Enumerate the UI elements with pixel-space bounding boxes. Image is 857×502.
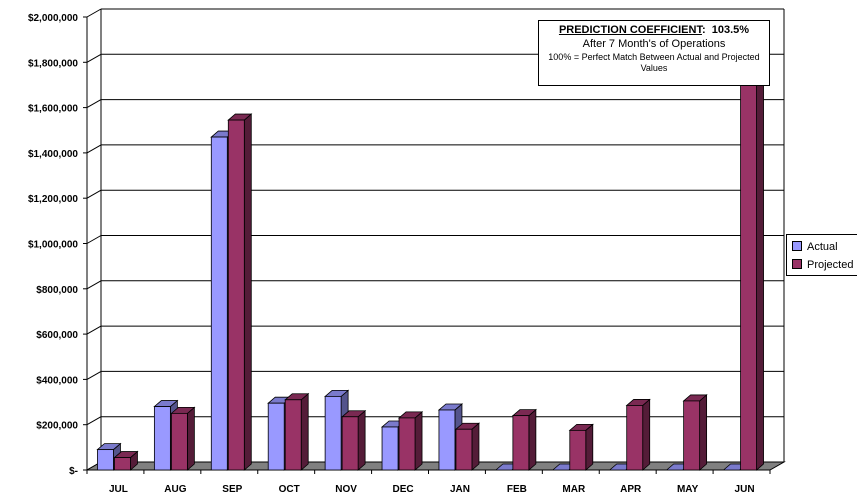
annotation-note: 100% = Perfect Match Between Actual and … xyxy=(548,52,760,73)
legend: Actual Projected xyxy=(786,234,857,276)
side-wall-gridline xyxy=(86,325,102,335)
side-wall-gridline xyxy=(86,8,102,18)
bar-projected-oct xyxy=(284,392,310,471)
y-tick-label: $1,800,000 xyxy=(28,58,78,69)
side-wall-gridline xyxy=(86,370,102,380)
bar-projected-sep xyxy=(227,113,253,471)
bar-projected-dec xyxy=(397,411,424,471)
side-wall-gridline xyxy=(86,280,102,290)
side-wall-gridline xyxy=(86,189,102,199)
y-tick-label: $400,000 xyxy=(36,375,78,386)
x-tick-label: JAN xyxy=(450,484,470,495)
x-tick-label: APR xyxy=(620,484,642,495)
legend-swatch-actual xyxy=(792,241,802,251)
x-tick-label: MAY xyxy=(677,484,699,495)
y-tick-label: $600,000 xyxy=(36,330,78,341)
legend-label-projected: Projected xyxy=(807,259,854,271)
x-tick-label: SEP xyxy=(222,484,242,495)
side-wall-gridline xyxy=(86,53,102,63)
legend-item-projected: Projected xyxy=(792,258,853,272)
annotation-heading-colon: : xyxy=(701,24,706,36)
annotation-value: 103.5% xyxy=(711,24,750,36)
y-tick-label: $800,000 xyxy=(36,285,78,296)
bar-projected-nov xyxy=(341,409,367,471)
bar-projected-mar xyxy=(568,423,594,471)
y-tick-label: $1,600,000 xyxy=(28,104,78,115)
y-tick-label: $2,000,000 xyxy=(28,13,78,24)
prediction-coefficient-box: PREDICTION COEFFICIENT: 103.5% After 7 M… xyxy=(538,20,770,86)
x-tick-label: MAR xyxy=(562,484,586,495)
x-tick-label: FEB xyxy=(507,484,527,495)
y-tick-label: $1,000,000 xyxy=(28,240,78,251)
side-wall-gridline xyxy=(86,416,102,426)
x-tick-label: OCT xyxy=(279,484,300,495)
y-tick-label: $- xyxy=(69,466,78,477)
y-tick-label: $1,400,000 xyxy=(28,149,78,160)
bar-projected-jun xyxy=(739,57,765,471)
bar-projected-may xyxy=(682,394,708,471)
x-tick-label: DEC xyxy=(392,484,413,495)
side-wall-gridline xyxy=(86,235,102,244)
side-wall-gridline xyxy=(86,99,102,109)
legend-item-actual: Actual xyxy=(792,240,838,254)
y-tick-label: $1,200,000 xyxy=(28,194,78,205)
legend-swatch-projected xyxy=(792,259,802,269)
bar-projected-jul xyxy=(113,450,139,471)
legend-label-actual: Actual xyxy=(807,241,838,253)
side-wall-gridline xyxy=(86,144,102,154)
bar-projected-apr xyxy=(625,398,651,471)
bar-projected-aug xyxy=(170,406,196,471)
x-tick-label: AUG xyxy=(164,484,186,495)
x-tick-label: JUL xyxy=(109,484,128,495)
annotation-subtitle: After 7 Month's of Operations xyxy=(582,37,726,50)
x-tick-label: JUN xyxy=(735,484,755,495)
bar-projected-jan xyxy=(454,422,481,471)
bar-projected-feb xyxy=(511,408,537,471)
annotation-heading: PREDICTION COEFFICIENT xyxy=(558,24,702,36)
annotation-heading-line: PREDICTION COEFFICIENT: 103.5% xyxy=(539,24,769,37)
x-tick-label: NOV xyxy=(335,484,357,495)
y-tick-label: $200,000 xyxy=(36,421,78,432)
